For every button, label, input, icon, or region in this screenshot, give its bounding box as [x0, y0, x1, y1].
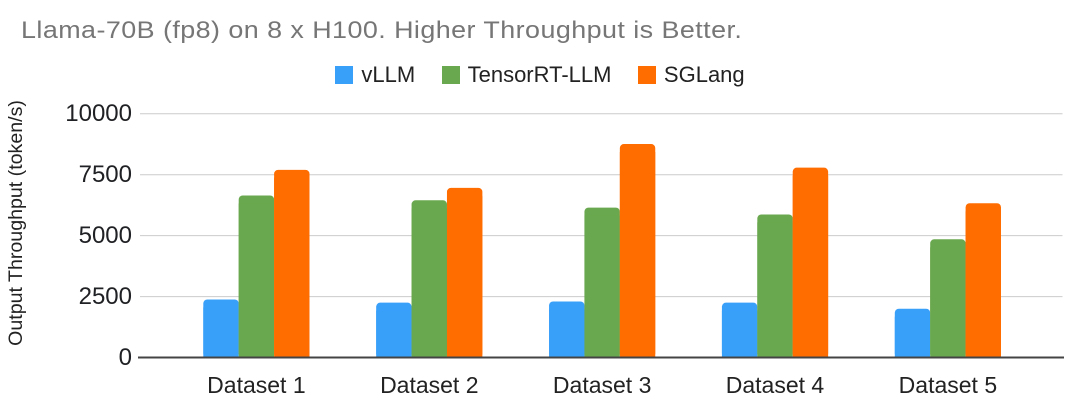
svg-text:Dataset 2: Dataset 2: [380, 372, 478, 398]
svg-text:2500: 2500: [79, 283, 132, 310]
svg-text:Output Throughput (token/s): Output Throughput (token/s): [5, 100, 27, 346]
svg-text:Dataset 1: Dataset 1: [207, 372, 305, 398]
svg-text:5000: 5000: [79, 222, 132, 249]
svg-text:7500: 7500: [79, 161, 132, 188]
svg-text:Dataset 4: Dataset 4: [726, 372, 825, 398]
svg-text:10000: 10000: [65, 100, 132, 127]
svg-text:Dataset 3: Dataset 3: [553, 372, 651, 398]
svg-text:Dataset 5: Dataset 5: [899, 372, 997, 398]
svg-text:0: 0: [119, 344, 132, 371]
